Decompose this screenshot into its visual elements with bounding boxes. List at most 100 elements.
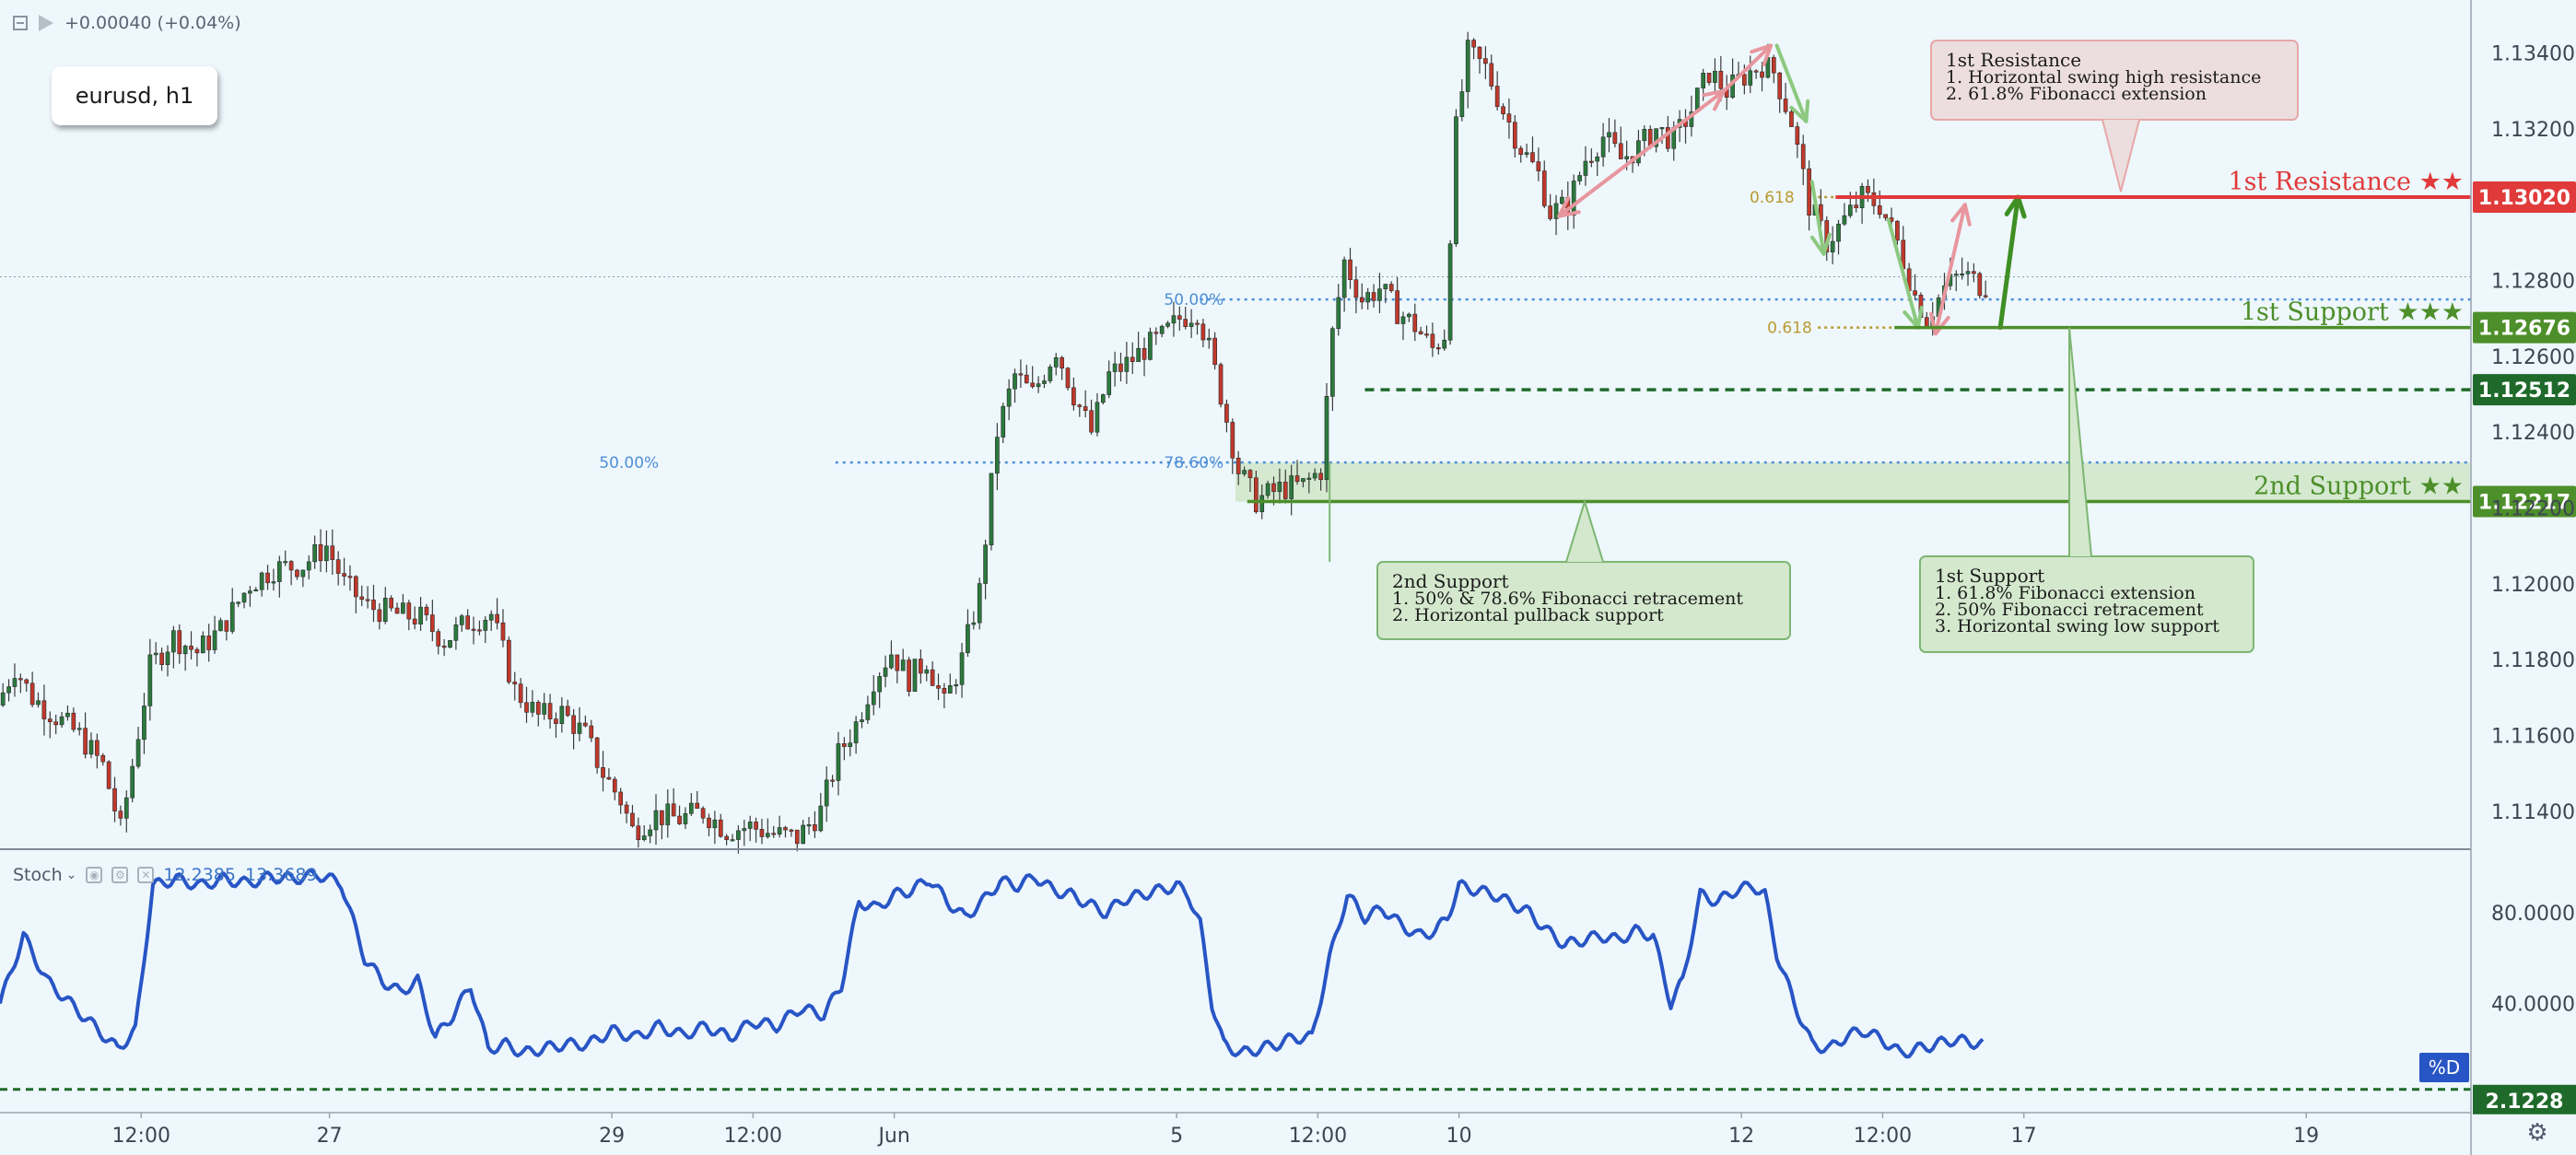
callout-line: 1. Horizontal swing high resistance	[1946, 67, 2261, 88]
callout-title: 1st Support	[1935, 565, 2044, 587]
candle	[335, 559, 341, 574]
symbol-label: eurusd, h1	[75, 83, 194, 109]
candle	[707, 817, 711, 829]
candle	[1224, 403, 1229, 423]
stoch-d-value: 13.3689	[244, 865, 318, 885]
candle	[930, 669, 935, 686]
candle	[1713, 70, 1717, 83]
candle	[1548, 205, 1552, 219]
candle	[1077, 404, 1083, 407]
candle	[606, 776, 612, 780]
candle	[1365, 292, 1371, 303]
candle	[206, 636, 212, 650]
candle	[1136, 347, 1141, 362]
candle	[966, 624, 970, 654]
candle	[430, 614, 435, 632]
time-tick-label: 29	[599, 1125, 625, 1148]
candle	[1100, 394, 1106, 403]
candle	[665, 803, 671, 825]
time-tick-label: 12:00	[724, 1125, 782, 1148]
candle	[624, 804, 629, 814]
time-tick-label: 19	[2293, 1125, 2319, 1148]
candle	[253, 589, 259, 592]
candle	[88, 740, 94, 755]
stochastic-legend: Stoch ⌄ ◉ ⚙ ✕ 12.2385 13.3689	[13, 862, 318, 888]
candle	[359, 596, 365, 601]
candle	[1089, 410, 1094, 433]
candle	[241, 592, 247, 603]
candle	[883, 667, 888, 677]
candle	[1230, 422, 1235, 459]
candle	[1895, 220, 1900, 241]
candle	[76, 728, 82, 730]
candle	[1701, 73, 1706, 88]
candle	[900, 659, 906, 671]
candle	[1595, 156, 1600, 162]
candle	[1188, 322, 1194, 327]
candle	[660, 810, 664, 825]
callout-line: 1. 50% & 78.6% Fibonacci retracement	[1392, 589, 1743, 609]
price-change-text: +0.00040 (+0.04%)	[64, 13, 241, 33]
candle	[1424, 333, 1429, 336]
candle	[1983, 295, 1988, 298]
candle	[1383, 284, 1388, 289]
eye-icon[interactable]: ◉	[86, 867, 103, 883]
candle	[1459, 91, 1465, 117]
candle	[871, 691, 876, 706]
fib-label: 0.618	[1767, 320, 1812, 338]
candle	[1836, 223, 1841, 242]
settings-icon[interactable]: ⚙	[111, 867, 129, 883]
fib-label: 0.618	[1750, 189, 1795, 207]
price-tag	[2473, 374, 2576, 406]
candle	[1783, 99, 1788, 112]
stoch-badge-label: %D	[2429, 1056, 2460, 1079]
target-arrow	[1997, 194, 2020, 331]
flag-icon[interactable]	[39, 15, 53, 31]
candle	[1312, 472, 1317, 479]
candle	[171, 630, 176, 653]
callout-line: 2. 50% Fibonacci retracement	[1935, 600, 2204, 620]
candle	[300, 569, 306, 578]
candle	[530, 702, 535, 713]
gear-icon[interactable]: ⚙	[2526, 1119, 2548, 1147]
candle	[1006, 388, 1012, 407]
candle	[977, 583, 982, 624]
candle	[106, 761, 111, 789]
candle	[1048, 367, 1053, 381]
callout-line: 3. Horizontal swing low support	[1935, 616, 2219, 636]
candle	[29, 682, 35, 706]
candle	[848, 742, 853, 747]
price-tick-label: 1.12200	[2491, 498, 2575, 521]
stoch-k-value: 12.2385	[163, 865, 236, 885]
candle	[1748, 70, 1753, 86]
candle	[535, 702, 541, 715]
close-icon[interactable]: ✕	[137, 867, 155, 883]
candle	[636, 825, 641, 841]
candle	[589, 725, 594, 739]
candle	[1030, 382, 1036, 388]
candle	[6, 686, 11, 694]
candle	[1483, 58, 1488, 64]
price-tick-label: 1.12800	[2491, 271, 2575, 294]
candle	[36, 700, 41, 706]
candle	[1583, 160, 1588, 176]
candle	[312, 544, 317, 563]
candle	[1430, 333, 1435, 348]
candle	[601, 767, 605, 778]
candle	[483, 620, 488, 631]
rebound-arrow-head	[1950, 203, 1972, 227]
candle	[123, 797, 129, 819]
stoch-tick-label: 80.0000	[2491, 903, 2575, 926]
candle	[777, 827, 782, 834]
chevron-down-icon[interactable]: ⌄	[65, 868, 77, 882]
candle	[1506, 113, 1512, 122]
candle	[789, 829, 794, 832]
candle	[371, 600, 376, 611]
callout-line: 2. 61.8% Fibonacci extension	[1946, 84, 2207, 104]
collapse-icon[interactable]	[13, 16, 28, 30]
stoch-name[interactable]: Stoch	[13, 865, 63, 885]
stoch-level-label: 2.1228	[2486, 1091, 2564, 1114]
candle	[813, 824, 817, 832]
